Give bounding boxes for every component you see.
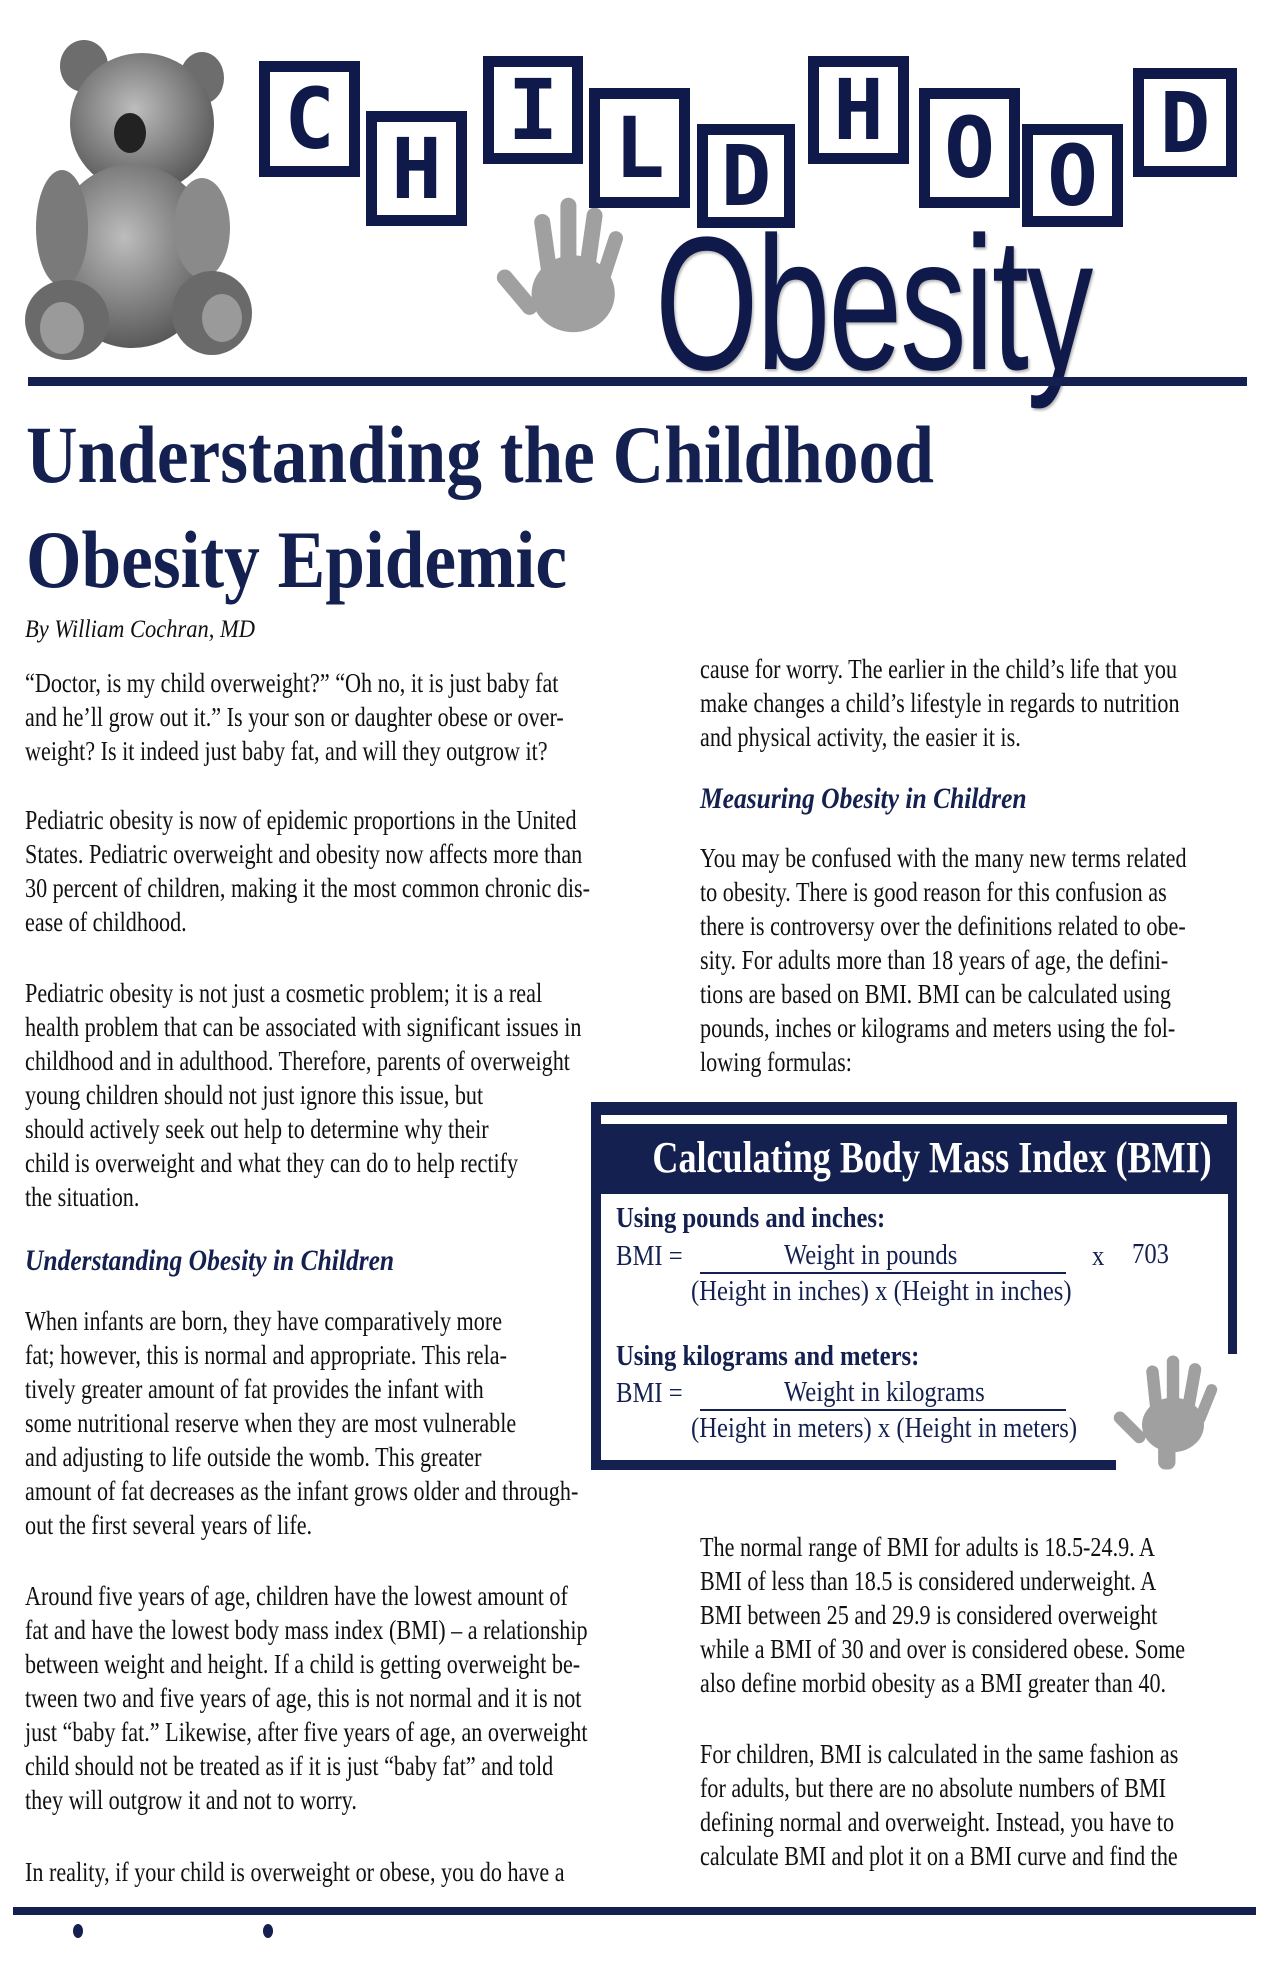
section-heading: Understanding Obesity in Children <box>25 1244 395 1277</box>
imperial-label: Using pounds and inches: <box>616 1202 886 1234</box>
text-line: and he’ll grow out it.” Is your son or d… <box>25 702 564 732</box>
text-line: should actively seek out help to determi… <box>25 1114 489 1144</box>
text-line: there is controversy over the definition… <box>700 911 1186 941</box>
paragraph: Pediatric obesity is not just a cosmetic… <box>25 976 581 1214</box>
paragraph: The normal range of BMI for adults is 18… <box>700 1530 1185 1700</box>
imperial-factor: 703 <box>1132 1238 1169 1270</box>
handprint-image <box>1113 1355 1218 1470</box>
letter-block: O <box>1022 124 1123 227</box>
text-line: cause for worry. The earlier in the chil… <box>700 654 1178 684</box>
letter-block: D <box>697 124 795 228</box>
text-line: just “baby fat.” Likewise, after five ye… <box>25 1717 588 1747</box>
imperial-numerator: Weight in pounds <box>784 1239 958 1271</box>
text-line: health problem that can be associated wi… <box>25 1012 582 1042</box>
text-line: childhood and in adulthood. Therefore, p… <box>25 1046 570 1076</box>
text-line: amount of fat decreases as the infant gr… <box>25 1476 579 1506</box>
imperial-lhs: BMI = <box>616 1240 683 1272</box>
text-line: BMI between 25 and 29.9 is considered ov… <box>700 1600 1158 1630</box>
paragraph: Pediatric obesity is now of epidemic pro… <box>25 803 590 939</box>
text-line: The normal range of BMI for adults is 18… <box>700 1532 1156 1562</box>
text-line: tween two and five years of age, this is… <box>25 1683 582 1713</box>
text-line: child should not be treated as if it is … <box>25 1751 554 1781</box>
bmi-box-content: Using pounds and inches: BMI = Weight in… <box>601 1194 1228 1460</box>
letter-block: I <box>483 56 583 164</box>
header-divider <box>28 377 1247 386</box>
imperial-denominator: (Height in inches) x (Height in inches) <box>691 1275 1072 1307</box>
text-line: child is overweight and what they can do… <box>25 1148 519 1178</box>
paragraph: For children, BMI is calculated in the s… <box>700 1737 1178 1873</box>
paragraph: “Doctor, is my child overweight?” “Oh no… <box>25 666 564 768</box>
text-line: some nutritional reserve when they are m… <box>25 1408 517 1438</box>
text-line: between weight and height. If a child is… <box>25 1649 581 1679</box>
byline: By William Cochran, MD <box>25 616 255 643</box>
text-line: BMI of less than 18.5 is considered unde… <box>700 1566 1157 1596</box>
bmi-box-title: Calculating Body Mass Index (BMI) <box>652 1133 1212 1182</box>
paragraph: You may be confused with the many new te… <box>700 841 1187 1079</box>
article-title-line1: Understanding the Childhood <box>26 409 934 500</box>
text-line: young children should not just ignore th… <box>25 1080 484 1110</box>
text-line: When infants are born, they have compara… <box>25 1306 503 1336</box>
fraction-bar <box>700 1272 1066 1274</box>
text-line: and physical activity, the easier it is. <box>700 722 1021 752</box>
text-line: pounds, inches or kilograms and meters u… <box>700 1013 1176 1043</box>
bmi-callout-box: Calculating Body Mass Index (BMI) Using … <box>591 1102 1237 1470</box>
text-line: also define morbid obesity as a BMI grea… <box>700 1668 1167 1698</box>
text-line: Pediatric obesity is now of epidemic pro… <box>25 805 577 835</box>
text-line: fat; however, this is normal and appropr… <box>25 1340 507 1370</box>
text-line: lowing formulas: <box>700 1047 852 1077</box>
text-line: In reality, if your child is overweight … <box>25 1857 565 1887</box>
handprint-image <box>496 197 624 333</box>
text-line: for adults, but there are no absolute nu… <box>700 1773 1167 1803</box>
box-top-strip <box>601 1115 1227 1124</box>
text-line: out the first several years of life. <box>25 1510 313 1540</box>
masthead-subtitle: Obesity <box>655 198 1093 410</box>
text-line: fat and have the lowest body mass index … <box>25 1615 588 1645</box>
metric-lhs: BMI = <box>616 1377 683 1409</box>
metric-denominator: (Height in meters) x (Height in meters) <box>691 1412 1078 1444</box>
bullet-dot <box>263 1924 273 1938</box>
paragraph: cause for worry. The earlier in the chil… <box>700 652 1180 754</box>
letter-block: H <box>808 56 909 164</box>
teddy-bear-image <box>25 40 252 360</box>
letter-block: O <box>919 88 1020 208</box>
text-line: and adjusting to life outside the womb. … <box>25 1442 482 1472</box>
letter-block: C <box>259 61 360 177</box>
text-line: calculate BMI and plot it on a BMI curve… <box>700 1841 1178 1871</box>
fraction-bar <box>700 1409 1066 1411</box>
text-line: defining normal and overweight. Instead,… <box>700 1807 1175 1837</box>
article-title-line2: Obesity Epidemic <box>26 514 568 605</box>
text-line: “Doctor, is my child overweight?” “Oh no… <box>25 668 559 698</box>
text-line: weight? Is it indeed just baby fat, and … <box>25 736 548 766</box>
text-line: States. Pediatric overweight and obesity… <box>25 839 583 869</box>
text-line: to obesity. There is good reason for thi… <box>700 877 1167 907</box>
text-line: Around five years of age, children have … <box>25 1581 568 1611</box>
text-line: they will outgrow it and not to worry. <box>25 1785 357 1815</box>
paragraph: When infants are born, they have compara… <box>25 1304 578 1542</box>
text-line: You may be confused with the many new te… <box>700 843 1187 873</box>
text-line: tively greater amount of fat provides th… <box>25 1374 484 1404</box>
text-line: tions are based on BMI. BMI can be calcu… <box>700 979 1171 1009</box>
section-heading: Measuring Obesity in Children <box>700 782 1027 815</box>
text-line: Pediatric obesity is not just a cosmetic… <box>25 978 543 1008</box>
text-line: For children, BMI is calculated in the s… <box>700 1739 1179 1769</box>
imperial-times: x <box>1092 1240 1105 1272</box>
text-line: sity. For adults more than 18 years of a… <box>700 945 1169 975</box>
paragraph: Around five years of age, children have … <box>25 1579 588 1817</box>
metric-numerator: Weight in kilograms <box>784 1376 985 1408</box>
text-line: make changes a child’s lifestyle in rega… <box>700 688 1180 718</box>
text-line: 30 percent of children, making it the mo… <box>25 873 591 903</box>
letter-block: D <box>1133 68 1237 177</box>
text-line: ease of childhood. <box>25 907 187 937</box>
metric-label: Using kilograms and meters: <box>616 1340 920 1372</box>
bullet-dot <box>73 1924 83 1938</box>
footer-divider <box>13 1907 1256 1915</box>
text-line: while a BMI of 30 and over is considered… <box>700 1634 1186 1664</box>
paragraph: In reality, if your child is overweight … <box>25 1855 565 1889</box>
text-line: the situation. <box>25 1182 140 1212</box>
letter-block: H <box>366 111 467 226</box>
letter-block: L <box>589 88 690 208</box>
